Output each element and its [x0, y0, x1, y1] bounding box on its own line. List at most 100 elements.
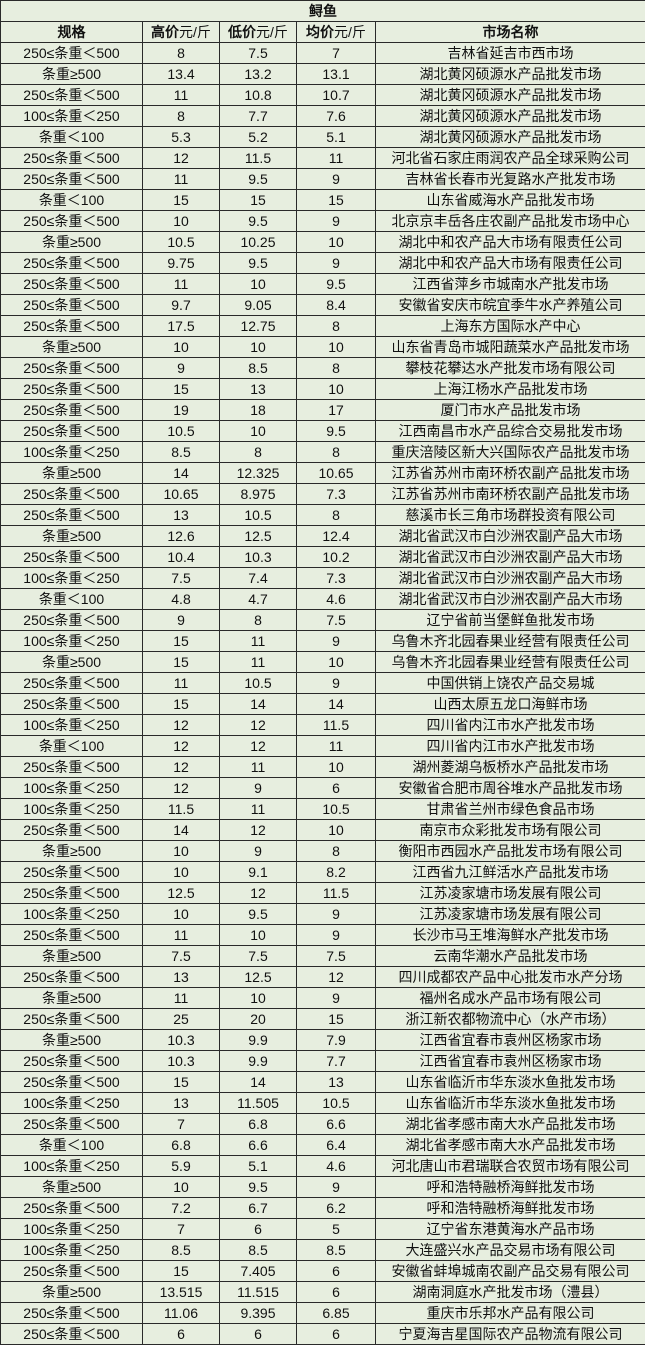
cell-spec: 条重≥500	[0, 987, 143, 1009]
cell-spec: 条重＜100	[0, 735, 143, 757]
cell-high-price: 11	[142, 84, 220, 106]
cell-high-price: 10	[142, 1176, 220, 1198]
cell-high-price: 8	[142, 105, 220, 127]
cell-high-price: 12.5	[142, 882, 220, 904]
cell-market-name: 厦门市水产品批发市场	[374, 399, 645, 421]
cell-high-price: 10.4	[142, 546, 220, 568]
table-row: 100≤条重＜250 7.5 7.4 7.3 湖北省武汉市白沙洲农副产品大市场	[0, 567, 645, 589]
cell-high-price: 6	[142, 1323, 220, 1345]
table-row: 250≤条重＜500 14 12 10 南京市众彩批发市场有限公司	[0, 819, 645, 841]
cell-avg-price: 10	[296, 819, 376, 841]
cell-high-price: 7	[142, 1218, 220, 1240]
cell-spec: 250≤条重＜500	[0, 483, 143, 505]
cell-spec: 100≤条重＜250	[0, 567, 143, 589]
cell-avg-price: 10	[296, 231, 376, 253]
header-label: 规格	[57, 24, 86, 40]
cell-spec: 250≤条重＜500	[0, 756, 143, 778]
table-row: 100≤条重＜250 7 6 5 辽宁省东港黄海水产品市场	[0, 1218, 645, 1240]
table-row: 100≤条重＜250 8.5 8.5 8.5 大连盛兴水产品交易市场有限公司	[0, 1239, 645, 1261]
cell-avg-price: 10.5	[296, 1092, 376, 1114]
header-low-price: 低价元/斤	[219, 21, 297, 43]
cell-avg-price: 9	[296, 630, 376, 652]
cell-spec: 250≤条重＜500	[0, 861, 143, 883]
cell-spec: 250≤条重＜500	[0, 420, 143, 442]
header-avg-price: 均价元/斤	[296, 21, 376, 43]
cell-high-price: 6.8	[142, 1134, 220, 1156]
table-row: 条重≥500 7.5 7.5 7.5 云南华潮水产品批发市场	[0, 945, 645, 967]
table-row: 250≤条重＜500 8 7.5 7 吉林省延吉市西市场	[0, 42, 645, 64]
cell-market-name: 江西南昌市水产品综合交易批发市场	[374, 420, 645, 442]
cell-avg-price: 4.6	[296, 588, 376, 610]
table-row: 250≤条重＜500 13 10.5 8 慈溪市长三角市场群投资有限公司	[0, 504, 645, 526]
cell-avg-price: 6	[296, 1323, 376, 1345]
cell-high-price: 10.5	[142, 420, 220, 442]
cell-high-price: 15	[142, 1260, 220, 1282]
cell-market-name: 云南华潮水产品批发市场	[374, 945, 645, 967]
table-row: 条重≥500 10.5 10.25 10 湖北中和农产品大市场有限责任公司	[0, 231, 645, 253]
cell-avg-price: 9.5	[296, 420, 376, 442]
cell-avg-price: 11.5	[296, 882, 376, 904]
cell-avg-price: 13	[296, 1071, 376, 1093]
table-row: 250≤条重＜500 19 18 17 厦门市水产品批发市场	[0, 399, 645, 421]
cell-high-price: 15	[142, 189, 220, 211]
cell-avg-price: 11	[296, 147, 376, 169]
cell-spec: 100≤条重＜250	[0, 1155, 143, 1177]
cell-market-name: 呼和浩特融桥海鲜批发市场	[374, 1176, 645, 1198]
cell-market-name: 攀枝花攀达水产批发市场有限公司	[374, 357, 645, 379]
cell-low-price: 10	[219, 924, 297, 946]
table-row: 100≤条重＜250 12 12 11.5 四川省内江市水产批发市场	[0, 714, 645, 736]
cell-market-name: 四川成都农产品中心批发市水产分场	[374, 966, 645, 988]
header-label: 高价	[151, 24, 180, 40]
cell-avg-price: 7.3	[296, 567, 376, 589]
cell-market-name: 江西省萍乡市城南水产批发市场	[374, 273, 645, 295]
table-row: 条重≥500 10 10 10 山东省青岛市城阳蔬菜水产品批发市场	[0, 336, 645, 358]
cell-low-price: 9.05	[219, 294, 297, 316]
cell-avg-price: 11	[296, 735, 376, 757]
table-row: 250≤条重＜500 15 14 14 山西太原五龙口海鲜市场	[0, 693, 645, 715]
cell-avg-price: 14	[296, 693, 376, 715]
cell-spec: 250≤条重＜500	[0, 399, 143, 421]
cell-avg-price: 7.9	[296, 1029, 376, 1051]
cell-low-price: 10.25	[219, 231, 297, 253]
cell-high-price: 13	[142, 966, 220, 988]
cell-spec: 100≤条重＜250	[0, 630, 143, 652]
cell-spec: 250≤条重＜500	[0, 1302, 143, 1324]
cell-high-price: 10.3	[142, 1029, 220, 1051]
header-unit: 元/斤	[179, 24, 211, 40]
cell-low-price: 10.5	[219, 672, 297, 694]
table-row: 250≤条重＜500 11 10 9 长沙市马王堆海鲜水产批发市场	[0, 924, 645, 946]
cell-avg-price: 8	[296, 357, 376, 379]
cell-market-name: 山东省临沂市华东淡水鱼批发市场	[374, 1071, 645, 1093]
cell-market-name: 河北省石家庄雨润农产品全球采购公司	[374, 147, 645, 169]
table-row: 250≤条重＜500 15 13 10 上海江杨水产品批发市场	[0, 378, 645, 400]
cell-spec: 250≤条重＜500	[0, 168, 143, 190]
cell-low-price: 9.5	[219, 210, 297, 232]
cell-low-price: 6.8	[219, 1113, 297, 1135]
cell-spec: 250≤条重＜500	[0, 294, 143, 316]
cell-market-name: 湖州菱湖乌板桥水产品批发市场	[374, 756, 645, 778]
cell-avg-price: 9	[296, 924, 376, 946]
cell-market-name: 呼和浩特融桥海鲜批发市场	[374, 1197, 645, 1219]
header-unit: 元/斤	[256, 24, 288, 40]
cell-avg-price: 11.5	[296, 714, 376, 736]
cell-avg-price: 6	[296, 1260, 376, 1282]
cell-market-name: 上海东方国际水产中心	[374, 315, 645, 337]
cell-high-price: 15	[142, 693, 220, 715]
cell-avg-price: 9	[296, 987, 376, 1009]
cell-spec: 250≤条重＜500	[0, 357, 143, 379]
cell-spec: 100≤条重＜250	[0, 903, 143, 925]
cell-low-price: 12.325	[219, 462, 297, 484]
cell-avg-price: 8	[296, 441, 376, 463]
cell-market-name: 北京京丰岳各庄农副产品批发市场中心	[374, 210, 645, 232]
cell-high-price: 11	[142, 924, 220, 946]
cell-avg-price: 8.2	[296, 861, 376, 883]
table-row: 100≤条重＜250 5.9 5.1 4.6 河北唐山市君瑞联合农贸市场有限公司	[0, 1155, 645, 1177]
cell-market-name: 浙江新农都物流中心（水产市场）	[374, 1008, 645, 1030]
cell-spec: 条重≥500	[0, 63, 143, 85]
cell-low-price: 10	[219, 420, 297, 442]
table-row: 100≤条重＜250 11.5 11 10.5 甘肃省兰州市绿色食品市场	[0, 798, 645, 820]
cell-market-name: 江西省宜春市袁州区杨家市场	[374, 1029, 645, 1051]
cell-low-price: 10	[219, 987, 297, 1009]
cell-market-name: 四川省内江市水产批发市场	[374, 714, 645, 736]
cell-low-price: 12.5	[219, 966, 297, 988]
